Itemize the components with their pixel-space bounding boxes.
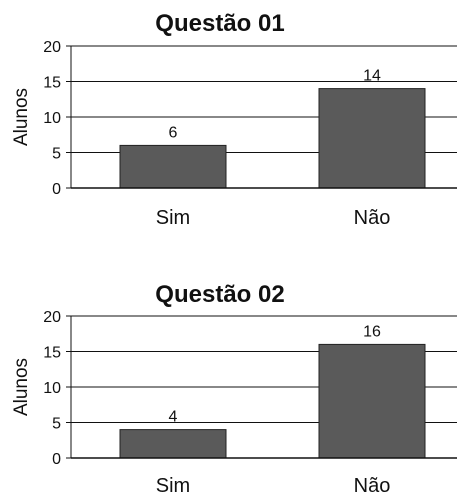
chart-title: Questão 02 [155,281,285,308]
x-tick-label: Sim [156,475,190,494]
data-label: 14 [363,68,381,85]
data-label: 6 [169,124,178,141]
chart-questao-02: Questão 02 0 5 10 15 20 Alunos 4 Sim 16 Não [0,270,457,494]
y-tick-label: 20 [43,39,61,56]
x-tick-label: Sim [156,207,190,229]
y-tick-label: 0 [52,451,61,468]
bar [119,429,227,459]
x-tick-label: Não [354,475,391,494]
y-tick-label: 15 [43,345,61,362]
chart-title: Questão 01 [155,10,285,37]
y-axis-label: Alunos [11,88,32,146]
bar [318,343,426,459]
data-label: 4 [169,409,178,426]
bar [318,88,426,189]
y-tick-label: 20 [43,309,61,326]
bar [119,144,227,189]
y-axis-label: Alunos [11,358,32,416]
chart-canvas: 0 5 10 15 20 Alunos 4 Sim 16 Não [11,309,457,494]
y-tick-label: 10 [43,110,61,127]
chart-questao-01: Questão 01 0 5 10 15 20 Alunos 6 Sim 14 Não [11,10,457,229]
y-tick-label: 5 [52,416,61,433]
x-tick-label: Não [354,207,391,229]
data-label: 16 [363,323,381,340]
chart-canvas: 0 5 10 15 20 Alunos 6 Sim 14 Não [11,39,457,229]
y-tick-label: 0 [52,181,61,198]
y-tick-label: 10 [43,380,61,397]
y-tick-label: 5 [52,146,61,163]
y-tick-label: 15 [43,75,61,92]
